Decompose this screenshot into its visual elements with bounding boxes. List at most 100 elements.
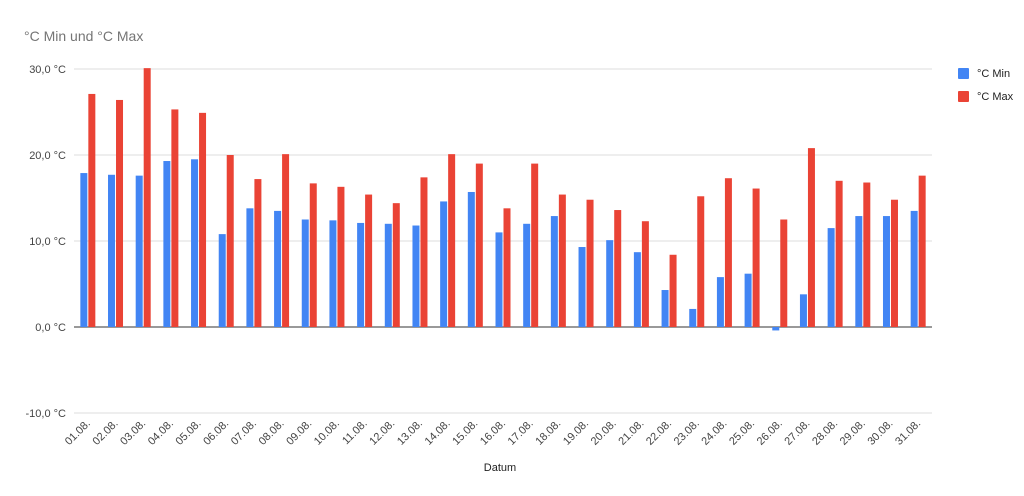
bar-min-18.08[interactable] <box>550 216 558 327</box>
bar-min-14.08[interactable] <box>440 201 448 327</box>
bar-max-19.08[interactable] <box>586 199 594 327</box>
legend-label-min: °C Min <box>977 67 1011 80</box>
x-tick-label: 22.08. <box>644 418 674 448</box>
bar-max-16.08[interactable] <box>503 208 511 327</box>
x-tick-label: 23.08. <box>672 418 702 448</box>
gridlines <box>74 68 932 414</box>
bar-max-20.08[interactable] <box>614 210 622 327</box>
bar-max-15.08[interactable] <box>475 163 483 327</box>
x-tick-label: 08.08. <box>257 418 287 448</box>
y-tick-label: -10,0 °C <box>26 408 67 420</box>
bar-min-11.08[interactable] <box>357 222 365 327</box>
x-tick-label: 10.08. <box>312 418 342 448</box>
bar-min-01.08[interactable] <box>80 173 88 327</box>
bar-min-27.08[interactable] <box>799 294 807 327</box>
bar-max-26.08[interactable] <box>780 219 788 328</box>
bar-max-30.08[interactable] <box>890 199 898 327</box>
bar-max-01.08[interactable] <box>88 93 96 327</box>
bar-min-09.08[interactable] <box>301 219 309 328</box>
x-tick-label: 01.08. <box>63 418 93 448</box>
y-axis-ticks: 30,0 °C 20,0 °C 10,0 °C 0,0 °C -10,0 °C <box>26 64 67 420</box>
bar-max-23.08[interactable] <box>697 196 705 327</box>
bar-max-02.08[interactable] <box>116 99 124 328</box>
bar-max-25.08[interactable] <box>752 188 760 327</box>
x-tick-label: 09.08. <box>284 418 314 448</box>
bar-min-02.08[interactable] <box>108 174 116 327</box>
bar-max-13.08[interactable] <box>420 177 428 327</box>
bar-max-28.08[interactable] <box>835 180 843 327</box>
bar-min-23.08[interactable] <box>689 308 697 327</box>
bar-min-08.08[interactable] <box>274 210 282 327</box>
bar-max-12.08[interactable] <box>392 203 400 327</box>
legend-label-max: °C Max <box>977 90 1014 103</box>
bar-max-22.08[interactable] <box>669 254 677 327</box>
x-tick-label: 30.08. <box>865 418 895 448</box>
bar-min-20.08[interactable] <box>606 240 614 327</box>
x-tick-label: 02.08. <box>91 418 121 448</box>
x-tick-label: 21.08. <box>616 418 646 448</box>
legend-item-min[interactable]: °C Min <box>958 62 1013 85</box>
x-tick-label: 03.08. <box>118 418 148 448</box>
x-tick-label: 26.08. <box>755 418 785 448</box>
bar-max-07.08[interactable] <box>254 179 262 327</box>
bar-min-25.08[interactable] <box>744 273 752 327</box>
bar-min-26.08[interactable] <box>772 327 780 331</box>
bar-min-10.08[interactable] <box>329 220 337 327</box>
bar-max-31.08[interactable] <box>918 175 926 327</box>
x-tick-label: 24.08. <box>699 418 729 448</box>
x-tick-label: 20.08. <box>589 418 619 448</box>
x-tick-label: 16.08. <box>478 418 508 448</box>
bar-max-27.08[interactable] <box>807 148 815 327</box>
x-tick-label: 06.08. <box>201 418 231 448</box>
bar-min-03.08[interactable] <box>135 175 143 327</box>
bar-min-28.08[interactable] <box>827 228 835 327</box>
bar-min-17.08[interactable] <box>523 223 531 327</box>
bar-min-06.08[interactable] <box>218 234 226 327</box>
bar-min-12.08[interactable] <box>384 223 392 327</box>
x-tick-label: 13.08. <box>395 418 425 448</box>
bar-min-22.08[interactable] <box>661 290 669 327</box>
bar-min-13.08[interactable] <box>412 225 420 327</box>
bar-min-21.08[interactable] <box>633 252 641 327</box>
legend-item-max[interactable]: °C Max <box>958 85 1013 108</box>
bar-min-16.08[interactable] <box>495 232 503 327</box>
x-tick-label: 04.08. <box>146 418 176 448</box>
x-tick-label: 15.08. <box>450 418 480 448</box>
bar-max-14.08[interactable] <box>448 154 456 327</box>
bar-max-03.08[interactable] <box>143 68 151 327</box>
legend-swatch-min <box>958 68 969 79</box>
bar-min-07.08[interactable] <box>246 208 254 327</box>
bars <box>80 68 926 331</box>
bar-max-18.08[interactable] <box>558 194 566 327</box>
y-tick-label: 30,0 °C <box>29 64 66 76</box>
bar-min-31.08[interactable] <box>910 210 918 327</box>
x-tick-label: 07.08. <box>229 418 259 448</box>
bar-min-24.08[interactable] <box>716 277 724 327</box>
bar-max-08.08[interactable] <box>282 154 290 327</box>
x-tick-label: 19.08. <box>561 418 591 448</box>
bar-max-24.08[interactable] <box>724 178 732 327</box>
bar-min-19.08[interactable] <box>578 247 586 327</box>
x-tick-label: 14.08. <box>423 418 453 448</box>
bar-max-11.08[interactable] <box>365 194 373 327</box>
bar-min-29.08[interactable] <box>855 216 863 327</box>
bar-min-30.08[interactable] <box>882 216 890 327</box>
x-tick-label: 05.08. <box>174 418 204 448</box>
bar-min-04.08[interactable] <box>163 161 171 327</box>
x-tick-label: 17.08. <box>506 418 536 448</box>
bar-max-04.08[interactable] <box>171 109 179 327</box>
bar-min-15.08[interactable] <box>467 191 475 327</box>
bar-min-05.08[interactable] <box>191 159 199 327</box>
x-axis-label: Datum <box>484 462 516 474</box>
bar-max-29.08[interactable] <box>863 182 871 327</box>
bar-max-17.08[interactable] <box>531 163 539 327</box>
bar-max-21.08[interactable] <box>641 221 649 327</box>
x-tick-label: 31.08. <box>893 418 923 448</box>
bar-max-09.08[interactable] <box>309 183 317 327</box>
bar-max-10.08[interactable] <box>337 186 345 327</box>
chart-title: °C Min und °C Max <box>24 28 144 44</box>
x-axis-ticks: 01.08.02.08.03.08.04.08.05.08.06.08.07.0… <box>63 418 923 448</box>
bar-max-06.08[interactable] <box>226 155 234 327</box>
bar-max-05.08[interactable] <box>199 112 207 327</box>
